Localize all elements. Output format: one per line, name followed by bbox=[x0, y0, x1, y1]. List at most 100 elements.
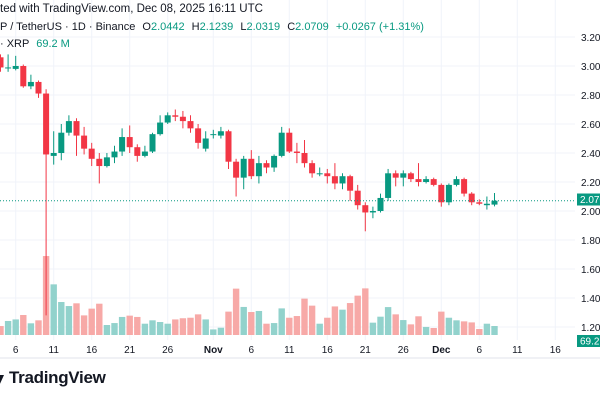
price-tick-label: 3.000 bbox=[581, 62, 600, 73]
candle-body bbox=[278, 132, 285, 156]
candle bbox=[255, 155, 262, 184]
volume-bar bbox=[407, 324, 415, 335]
volume-bar bbox=[80, 315, 88, 335]
candle-body bbox=[187, 121, 194, 129]
volume-bar bbox=[331, 306, 339, 335]
candle-body bbox=[58, 132, 65, 153]
candle bbox=[331, 163, 338, 190]
time-tick-label: 21 bbox=[360, 345, 372, 356]
candle-body bbox=[81, 135, 88, 149]
volume-bar bbox=[156, 322, 164, 335]
candle-body bbox=[0, 57, 4, 68]
volume-bar bbox=[430, 327, 437, 335]
volume-bar bbox=[362, 288, 369, 335]
candle bbox=[240, 155, 247, 190]
legend-volume-row: · XRP 69.2 M bbox=[0, 38, 70, 50]
candle-body bbox=[27, 81, 34, 87]
volume-bar bbox=[27, 323, 35, 335]
volume-bar bbox=[240, 306, 247, 335]
low-label: L bbox=[240, 21, 247, 33]
volume-bar bbox=[384, 307, 392, 335]
candle bbox=[73, 118, 80, 156]
candle bbox=[65, 115, 72, 136]
price-tick-label: 2.600 bbox=[581, 120, 600, 131]
candle-body bbox=[134, 147, 141, 156]
volume-bar bbox=[149, 320, 156, 335]
candle-body bbox=[430, 179, 437, 185]
candle-body bbox=[347, 176, 354, 191]
tradingview-logo[interactable]: TradingView bbox=[0, 368, 106, 388]
price-tick-label: 2.800 bbox=[581, 91, 600, 102]
candle bbox=[468, 192, 475, 206]
candle bbox=[27, 74, 34, 90]
candle-body bbox=[407, 173, 414, 180]
candle bbox=[369, 206, 376, 219]
candle-body bbox=[423, 179, 430, 182]
candle bbox=[293, 142, 300, 164]
time-tick-label: Nov bbox=[204, 345, 223, 356]
candle bbox=[126, 125, 133, 153]
last-volume-label: 69.2 bbox=[580, 337, 600, 348]
candle bbox=[430, 177, 437, 187]
candle bbox=[195, 124, 202, 149]
candle-body bbox=[385, 173, 392, 198]
candle-body bbox=[248, 158, 255, 177]
candle bbox=[111, 145, 118, 164]
candle bbox=[461, 177, 468, 197]
candle-body bbox=[65, 121, 72, 133]
volume-bar bbox=[4, 320, 12, 335]
candle bbox=[35, 80, 42, 98]
time-tick-label: 11 bbox=[284, 345, 295, 356]
candle bbox=[316, 167, 323, 177]
candle bbox=[407, 171, 414, 182]
candle bbox=[271, 154, 278, 172]
time-tick-label: 21 bbox=[124, 345, 136, 356]
close-label: C bbox=[287, 21, 296, 33]
candle bbox=[301, 139, 308, 168]
volume-bar bbox=[141, 323, 149, 335]
volume-bar bbox=[491, 326, 498, 335]
candle-body bbox=[179, 116, 186, 122]
last-price-badge bbox=[577, 193, 600, 206]
candle bbox=[20, 64, 27, 88]
tradingview-logo-icon bbox=[0, 372, 4, 385]
candle bbox=[385, 168, 392, 201]
change-value: +0.0267 (+1.31%) bbox=[335, 21, 424, 33]
tradingview-logo-text: TradingView bbox=[9, 368, 106, 387]
candle bbox=[445, 183, 452, 206]
volume-bar bbox=[324, 317, 331, 335]
candle-body bbox=[141, 151, 148, 156]
candle-body bbox=[126, 137, 133, 148]
volume-bar bbox=[20, 315, 27, 335]
candle bbox=[164, 112, 171, 124]
candle bbox=[217, 126, 224, 139]
volume-value: 69.2 M bbox=[36, 38, 70, 50]
volume-label: · XRP bbox=[0, 38, 30, 50]
candle-body bbox=[111, 151, 118, 158]
candle-body bbox=[202, 138, 209, 149]
candle-body bbox=[195, 128, 202, 143]
volume-bar bbox=[210, 329, 217, 335]
candle bbox=[483, 196, 490, 210]
volume-bar bbox=[202, 319, 209, 335]
volume-bar bbox=[35, 320, 42, 335]
volume-bar bbox=[263, 323, 270, 335]
candle bbox=[187, 115, 194, 133]
candle-body bbox=[354, 190, 361, 206]
candle bbox=[263, 160, 270, 174]
time-tick-label: 26 bbox=[398, 345, 410, 356]
volume-bar bbox=[316, 323, 323, 335]
candle-body bbox=[225, 131, 232, 162]
volume-bar bbox=[293, 316, 301, 335]
candle bbox=[149, 132, 156, 153]
candle-body bbox=[309, 163, 316, 174]
candle bbox=[347, 174, 354, 201]
candle bbox=[88, 142, 95, 167]
candle bbox=[248, 150, 255, 180]
candle-body bbox=[35, 81, 42, 94]
candle bbox=[400, 170, 407, 187]
volume-bar bbox=[179, 318, 187, 335]
time-tick-label: 11 bbox=[49, 345, 60, 356]
open-label: O bbox=[142, 21, 151, 33]
